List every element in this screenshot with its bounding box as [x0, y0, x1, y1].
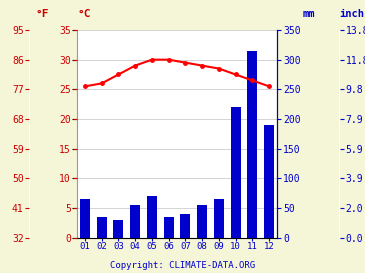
Bar: [80, 199, 90, 238]
Bar: [114, 220, 123, 238]
Bar: [164, 217, 174, 238]
Text: inch: inch: [340, 9, 365, 19]
Bar: [97, 217, 107, 238]
Bar: [197, 205, 207, 238]
Bar: [180, 214, 191, 238]
Bar: [130, 205, 140, 238]
Text: °F: °F: [35, 9, 49, 19]
Bar: [214, 199, 224, 238]
Bar: [147, 196, 157, 238]
Text: Copyright: CLIMATE-DATA.ORG: Copyright: CLIMATE-DATA.ORG: [110, 261, 255, 270]
Text: mm: mm: [302, 9, 315, 19]
Text: °C: °C: [77, 9, 91, 19]
Bar: [264, 125, 274, 238]
Bar: [231, 107, 241, 238]
Bar: [247, 51, 257, 238]
